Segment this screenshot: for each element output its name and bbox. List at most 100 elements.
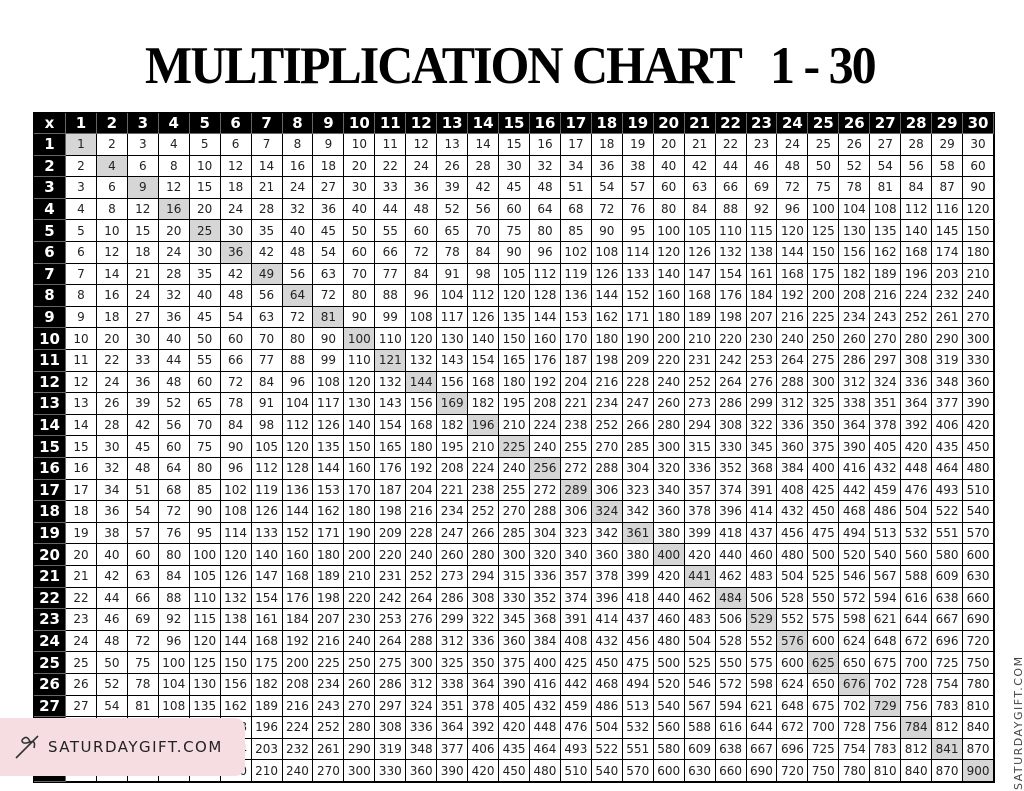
product-cell: 672 xyxy=(901,630,933,653)
product-cell: 56 xyxy=(282,263,314,286)
product-cell: 112 xyxy=(282,414,314,437)
product-cell: 161 xyxy=(251,609,283,631)
product-cell: 350 xyxy=(808,414,840,437)
product-cell: 621 xyxy=(746,695,778,718)
product-cell: 45 xyxy=(313,220,345,242)
product-cell: 575 xyxy=(808,609,840,631)
product-cell: 286 xyxy=(839,350,871,372)
column-header: 10 xyxy=(344,113,376,134)
product-cell: 144 xyxy=(313,458,345,480)
product-cell: 135 xyxy=(870,220,902,242)
product-cell: 442 xyxy=(839,479,871,502)
product-cell: 180 xyxy=(344,501,376,523)
product-cell: 204 xyxy=(406,479,438,502)
product-cell: 27 xyxy=(127,306,159,329)
product-cell: 260 xyxy=(839,328,871,350)
product-cell: 261 xyxy=(313,738,345,761)
product-cell: 96 xyxy=(158,630,190,653)
product-cell: 486 xyxy=(870,501,902,523)
product-cell: 319 xyxy=(375,738,407,761)
row-header: 19 xyxy=(34,522,66,545)
product-cell: 840 xyxy=(963,717,994,739)
product-cell: 567 xyxy=(684,695,716,718)
product-cell: 330 xyxy=(375,760,407,782)
product-cell: 432 xyxy=(591,630,623,653)
product-cell: 702 xyxy=(870,674,902,696)
product-cell: 51 xyxy=(127,479,159,502)
product-cell: 23 xyxy=(746,134,778,156)
product-cell: 140 xyxy=(344,414,376,437)
product-cell: 513 xyxy=(870,522,902,545)
product-cell: 336 xyxy=(468,630,500,653)
product-cell: 189 xyxy=(870,263,902,286)
product-cell: 60 xyxy=(127,544,159,566)
product-cell: 648 xyxy=(777,695,809,718)
product-cell: 24 xyxy=(220,198,252,221)
product-cell: 115 xyxy=(746,220,778,242)
multiplication-table: x 1 2 3 4 5 6 7 8 9 10 11 12 13 14 15 16 17 18 19 20 21 22 23 24… xyxy=(33,112,995,783)
product-cell: 338 xyxy=(437,674,469,696)
product-cell: 171 xyxy=(622,306,654,329)
product-cell: 108 xyxy=(220,501,252,523)
product-cell: 725 xyxy=(808,738,840,761)
product-cell: 54 xyxy=(220,306,252,329)
product-cell: 195 xyxy=(499,393,530,415)
product-cell: 35 xyxy=(189,263,221,286)
product-cell: 65 xyxy=(437,220,469,242)
product-cell: 145 xyxy=(932,220,964,242)
product-cell: 130 xyxy=(189,674,221,696)
product-cell: 140 xyxy=(251,544,283,566)
product-cell: 450 xyxy=(499,760,530,782)
product-cell: 49 xyxy=(251,263,283,286)
product-cell: 7 xyxy=(66,263,97,286)
product-cell: 340 xyxy=(653,479,685,502)
product-cell: 532 xyxy=(901,522,933,545)
product-cell: 273 xyxy=(684,393,716,415)
product-cell: 170 xyxy=(344,479,376,502)
product-cell: 63 xyxy=(127,566,159,588)
product-cell: 52 xyxy=(96,674,128,696)
product-cell: 24 xyxy=(96,371,128,394)
product-cell: 30 xyxy=(96,436,128,458)
product-cell: 15 xyxy=(127,220,159,242)
product-cell: 322 xyxy=(468,609,500,631)
product-cell: 323 xyxy=(560,522,592,545)
product-cell: 112 xyxy=(530,263,561,286)
product-cell: 250 xyxy=(808,328,840,350)
product-cell: 570 xyxy=(963,522,994,545)
product-cell: 378 xyxy=(684,501,716,523)
product-cell: 187 xyxy=(375,479,407,502)
product-cell: 40 xyxy=(653,155,685,178)
product-cell: 154 xyxy=(375,414,407,437)
product-cell: 216 xyxy=(777,306,809,329)
product-cell: 342 xyxy=(622,501,654,523)
product-cell: 500 xyxy=(808,544,840,566)
product-cell: 300 xyxy=(406,652,438,674)
product-cell: 50 xyxy=(96,652,128,674)
product-cell: 240 xyxy=(777,328,809,350)
product-cell: 48 xyxy=(406,198,438,221)
product-cell: 150 xyxy=(808,242,840,264)
product-cell: 625 xyxy=(808,652,840,674)
product-cell: 391 xyxy=(746,479,778,502)
product-cell: 44 xyxy=(375,198,407,221)
product-cell: 27 xyxy=(313,177,345,199)
product-cell: 208 xyxy=(437,458,469,480)
product-cell: 72 xyxy=(158,501,190,523)
product-cell: 9 xyxy=(66,306,97,329)
product-cell: 504 xyxy=(777,566,809,588)
product-cell: 150 xyxy=(499,328,530,350)
product-cell: 720 xyxy=(963,630,994,653)
product-cell: 18 xyxy=(96,306,128,329)
product-cell: 494 xyxy=(622,674,654,696)
product-cell: 468 xyxy=(591,674,623,696)
product-cell: 364 xyxy=(839,414,871,437)
product-cell: 45 xyxy=(499,177,530,199)
product-cell: 92 xyxy=(746,198,778,221)
product-cell: 414 xyxy=(746,501,778,523)
column-header: 30 xyxy=(963,113,994,134)
product-cell: 35 xyxy=(251,220,283,242)
product-cell: 420 xyxy=(684,544,716,566)
product-cell: 405 xyxy=(499,695,530,718)
product-cell: 208 xyxy=(530,393,561,415)
